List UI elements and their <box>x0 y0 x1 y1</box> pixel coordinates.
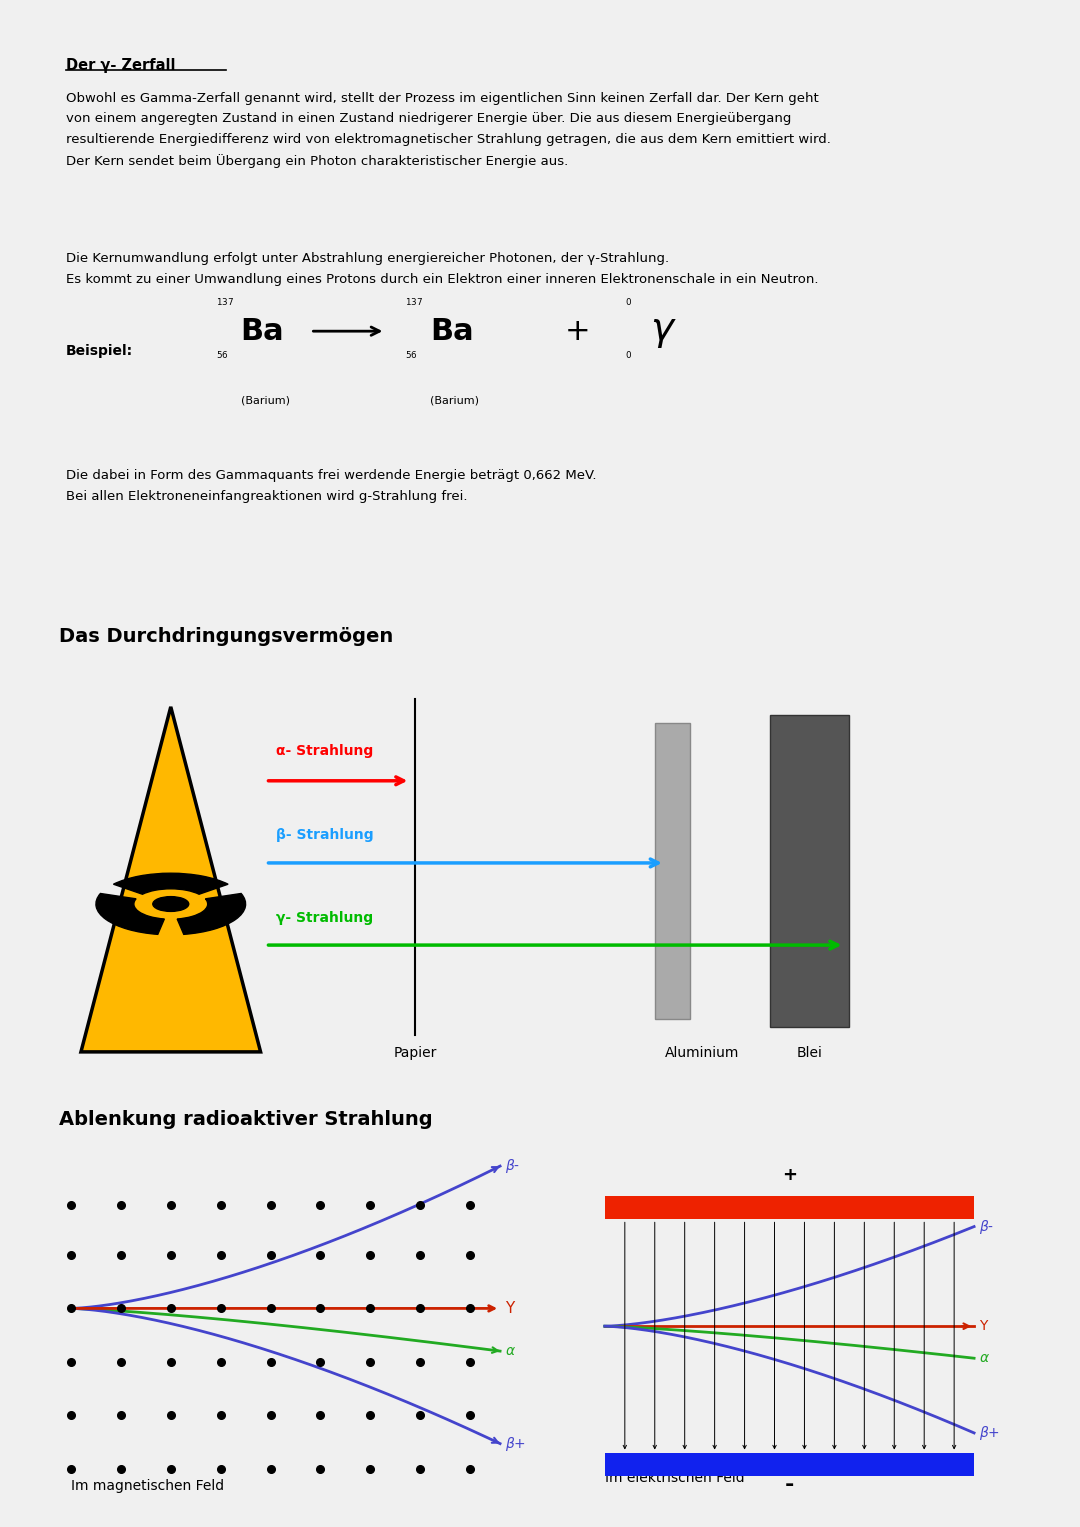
Text: $^{137}$: $^{137}$ <box>216 298 233 312</box>
Text: Blei: Blei <box>797 1046 822 1060</box>
Wedge shape <box>177 893 245 935</box>
Text: Papier: Papier <box>393 1046 437 1060</box>
Bar <box>654 724 690 1019</box>
Text: Aluminium: Aluminium <box>665 1046 740 1060</box>
Text: $_{56}$: $_{56}$ <box>216 348 228 360</box>
Text: $_{56}$: $_{56}$ <box>405 348 418 360</box>
Text: Obwohl es Gamma-Zerfall genannt wird, stellt der Prozess im eigentlichen Sinn ke: Obwohl es Gamma-Zerfall genannt wird, st… <box>66 92 831 168</box>
Text: Beispiel:: Beispiel: <box>66 344 133 357</box>
Wedge shape <box>96 893 164 935</box>
Text: +: + <box>782 1167 797 1183</box>
Text: -: - <box>785 1475 794 1495</box>
Text: (Barium): (Barium) <box>241 395 289 406</box>
Text: Das Durchdringungsvermögen: Das Durchdringungsvermögen <box>59 628 393 646</box>
Text: Im elektrischen Feld: Im elektrischen Feld <box>605 1471 744 1484</box>
Text: (Barium): (Barium) <box>430 395 480 406</box>
Circle shape <box>152 896 189 912</box>
Text: Ablenkung radioaktiver Strahlung: Ablenkung radioaktiver Strahlung <box>59 1110 433 1128</box>
Text: $\beta$-: $\beta$- <box>505 1157 521 1176</box>
Text: $\beta$+: $\beta$+ <box>505 1434 526 1452</box>
Text: +: + <box>565 316 591 345</box>
Polygon shape <box>81 707 260 1052</box>
Text: Ba: Ba <box>241 316 284 345</box>
Text: $\beta$+: $\beta$+ <box>980 1425 1000 1441</box>
Text: $^{137}$: $^{137}$ <box>405 298 423 312</box>
Text: $\gamma$: $\gamma$ <box>650 312 676 350</box>
Bar <box>605 1196 974 1220</box>
Text: Die Kernumwandlung erfolgt unter Abstrahlung energiereicher Photonen, der γ-Stra: Die Kernumwandlung erfolgt unter Abstrah… <box>66 252 819 286</box>
Text: γ- Strahlung: γ- Strahlung <box>275 910 373 924</box>
Text: Der γ- Zerfall: Der γ- Zerfall <box>66 58 175 73</box>
Text: Im magnetischen Feld: Im magnetischen Feld <box>71 1480 225 1493</box>
Text: $\beta$-: $\beta$- <box>980 1217 995 1235</box>
Text: $\alpha$: $\alpha$ <box>980 1351 990 1365</box>
Wedge shape <box>113 873 228 895</box>
Text: β- Strahlung: β- Strahlung <box>275 829 374 843</box>
Text: $\alpha$: $\alpha$ <box>505 1344 516 1358</box>
Bar <box>605 1452 974 1475</box>
Text: $_{0}$: $_{0}$ <box>625 348 632 360</box>
Text: $\Upsilon$: $\Upsilon$ <box>505 1301 516 1316</box>
Text: $^{0}$: $^{0}$ <box>625 298 632 312</box>
Bar <box>770 715 849 1028</box>
Text: Ba: Ba <box>430 316 474 345</box>
Text: $\Upsilon$: $\Upsilon$ <box>980 1319 989 1333</box>
Text: α- Strahlung: α- Strahlung <box>275 744 373 759</box>
Text: Die dabei in Form des Gammaquants frei werdende Energie beträgt 0,662 MeV.
Bei a: Die dabei in Form des Gammaquants frei w… <box>66 469 596 502</box>
